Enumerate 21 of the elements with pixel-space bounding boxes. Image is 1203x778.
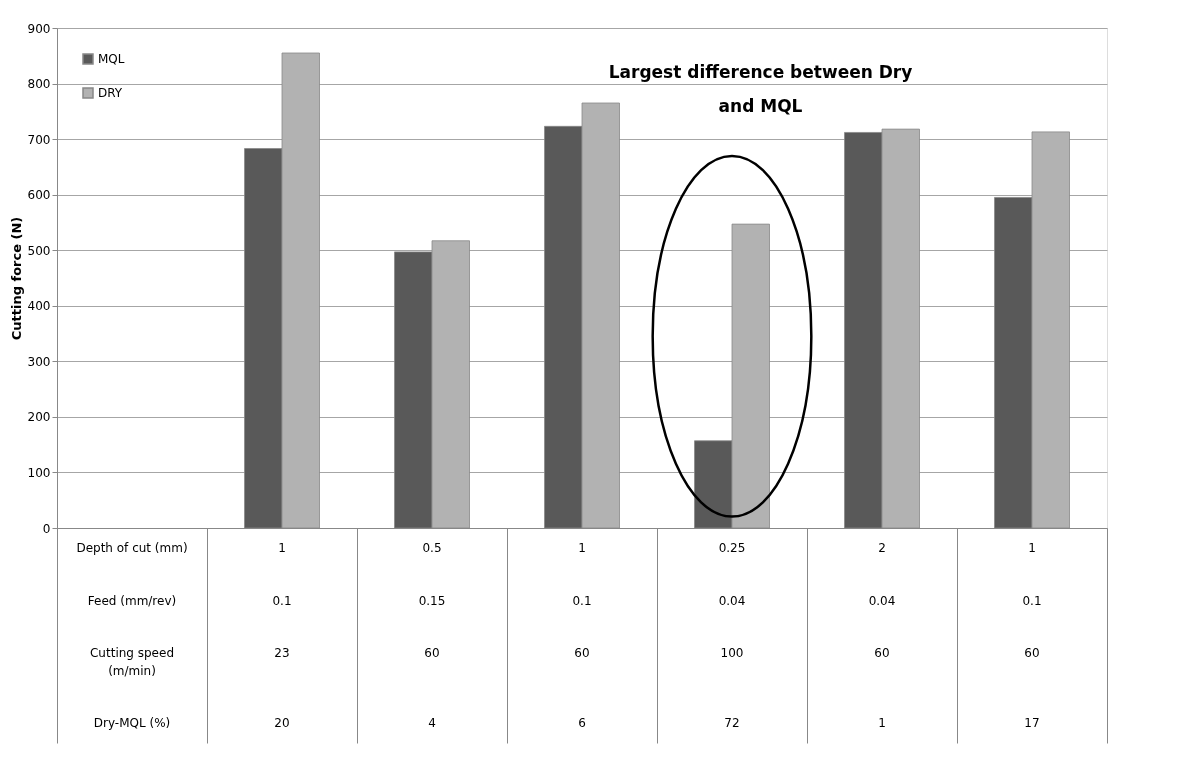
category-label: 2 0.04 60 1 [868,541,896,730]
y-tick-label: 300 [27,354,51,369]
y-tick-label: 700 [27,132,51,147]
y-tick-label: 0 [42,521,51,536]
category-label: 0.5 0.15 60 4 [418,541,446,730]
y-tick-label: 600 [27,188,51,203]
legend-label: MQL [98,52,125,66]
y-tick-label: 200 [27,410,51,425]
y-tick-label: 400 [27,299,51,314]
y-tick-label: 800 [27,77,51,92]
legend-label: DRY [98,86,123,100]
y-axis-title: Cutting force (N) [8,216,24,341]
y-tick-label: 900 [27,21,51,36]
category-label: Depth of cut (mm) Feed (mm/rev) Cutting speed (m/min) Dry-MQL (%) [76,541,188,730]
annotation: Largest difference between Dry and MQL [608,62,913,116]
category-label: 1 0.1 60 17 [1022,541,1042,730]
y-tick-label: 100 [27,465,51,480]
y-tick-label: 500 [27,243,51,258]
category-label: 1 0.1 23 20 [272,541,292,730]
category-label: 1 0.1 60 6 [572,541,592,730]
category-label: 0.25 0.04 100 72 [718,541,746,730]
